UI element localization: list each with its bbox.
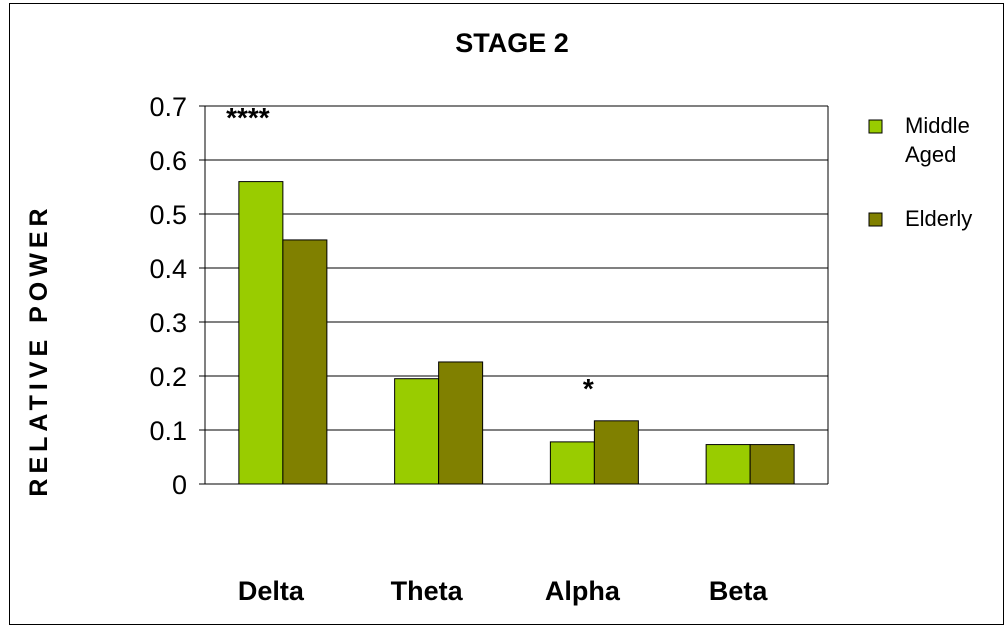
category-label-theta: Theta [391, 576, 464, 606]
y-tick-label: 0.5 [149, 200, 187, 230]
y-tick-label: 0.7 [149, 92, 187, 122]
axes [204, 106, 829, 485]
significance-annotations: ***** [226, 102, 594, 404]
y-tick-label: 0 [172, 470, 187, 500]
category-labels: Delta Theta Alpha Beta [238, 576, 769, 606]
bars [238, 181, 795, 485]
y-tick-label: 0.2 [149, 362, 187, 392]
bar-beta-elderly [749, 444, 795, 485]
legend-swatch [868, 212, 883, 227]
category-label-beta: Beta [709, 576, 769, 606]
bar-alpha-elderly [593, 420, 639, 485]
legend-swatch [868, 119, 883, 134]
bar-alpha-middle-aged [549, 441, 595, 485]
bar-theta-elderly [438, 361, 484, 485]
y-axis-label: RELATIVE POWER [25, 203, 53, 496]
y-tick-labels: 0 0.1 0.2 0.3 0.4 0.5 0.6 0.7 [149, 92, 187, 500]
category-label-alpha: Alpha [545, 576, 621, 606]
bar-theta-middle-aged [394, 378, 440, 485]
category-label-delta: Delta [238, 576, 305, 606]
y-tick-label: 0.6 [149, 146, 187, 176]
bar-delta-middle-aged [238, 181, 284, 485]
bar-delta-elderly [282, 239, 328, 485]
chart-frame [9, 3, 1004, 625]
legend-label: Elderly [905, 206, 972, 231]
significance-marker: * [583, 373, 594, 404]
y-tick-label: 0.4 [149, 254, 187, 284]
bar-beta-middle-aged [705, 444, 751, 485]
y-tick-label: 0.1 [149, 416, 187, 446]
y-tick-label: 0.3 [149, 308, 187, 338]
chart-title: STAGE 2 [455, 28, 569, 58]
significance-marker: **** [226, 102, 270, 133]
legend-label: Aged [905, 142, 956, 167]
legend: Middle Aged Elderly [868, 113, 972, 231]
legend-label: Middle [905, 113, 970, 138]
